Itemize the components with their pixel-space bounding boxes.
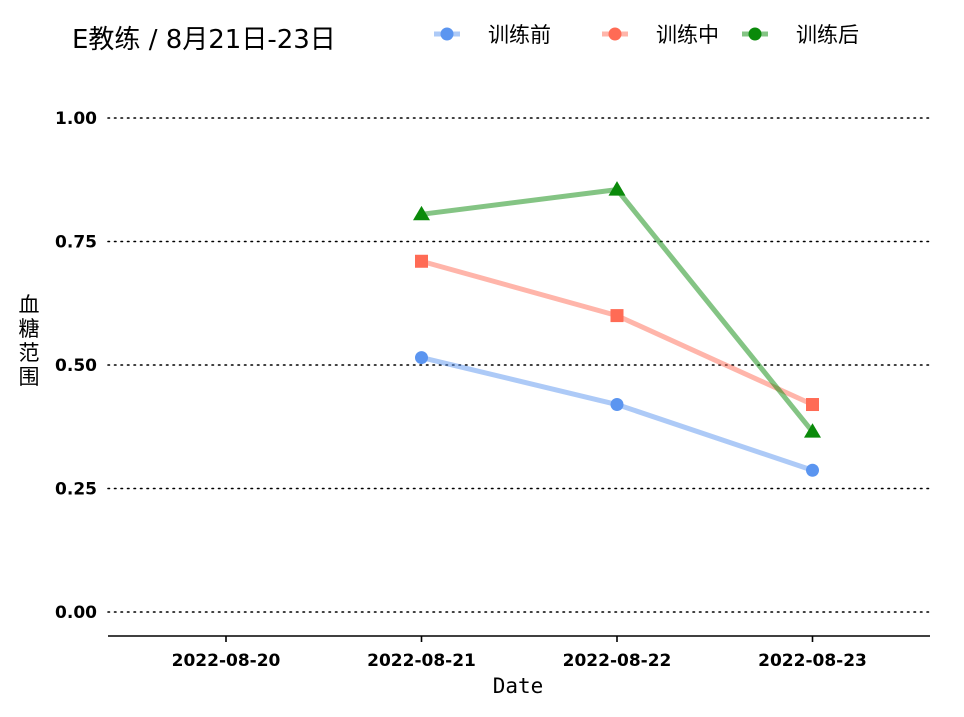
- y-tick-label: 0.75: [55, 233, 97, 253]
- y-tick-label: 0.25: [55, 480, 97, 500]
- legend-marker: [608, 27, 622, 41]
- x-axis: 2022-08-20 2022-08-21 2022-08-22 2022-08-23: [108, 635, 930, 671]
- x-tick-label: 2022-08-23: [758, 651, 867, 671]
- y-axis-ticks: 0.00 0.25 0.50 0.75 1.00: [55, 109, 97, 623]
- data-point: [806, 398, 819, 412]
- y-axis-label: 血糖范围: [19, 293, 40, 389]
- y-axis-label-text: 血糖范围: [19, 293, 40, 389]
- series-markers: [413, 181, 821, 477]
- series-line: [420, 355, 814, 473]
- data-point: [610, 309, 624, 323]
- data-point: [610, 398, 624, 412]
- grid: [107, 117, 931, 613]
- legend-label: 训练中: [656, 23, 719, 47]
- data-point: [608, 181, 626, 196]
- legend: 训练前 训练中 训练后: [434, 23, 859, 47]
- data-point: [413, 205, 430, 221]
- data-point: [804, 423, 821, 438]
- legend-marker: [748, 27, 762, 41]
- x-tick-label: 2022-08-21: [367, 651, 476, 671]
- data-point: [415, 351, 428, 365]
- legend-label: 训练前: [488, 23, 551, 47]
- series-line: [420, 258, 814, 407]
- x-tick-label: 2022-08-20: [172, 651, 281, 671]
- y-tick-label: 0.50: [55, 356, 97, 376]
- x-tick-label: 2022-08-22: [563, 651, 672, 671]
- data-point: [415, 254, 428, 268]
- x-axis-label: Date: [493, 674, 544, 698]
- y-tick-label: 0.00: [55, 603, 97, 623]
- legend-label: 训练后: [796, 23, 859, 47]
- chart-title: E教练 / 8月21日-23日: [72, 25, 336, 55]
- y-tick-label: 1.00: [55, 109, 97, 129]
- data-point: [806, 463, 819, 477]
- legend-marker: [440, 27, 454, 41]
- series-lines: [420, 187, 815, 473]
